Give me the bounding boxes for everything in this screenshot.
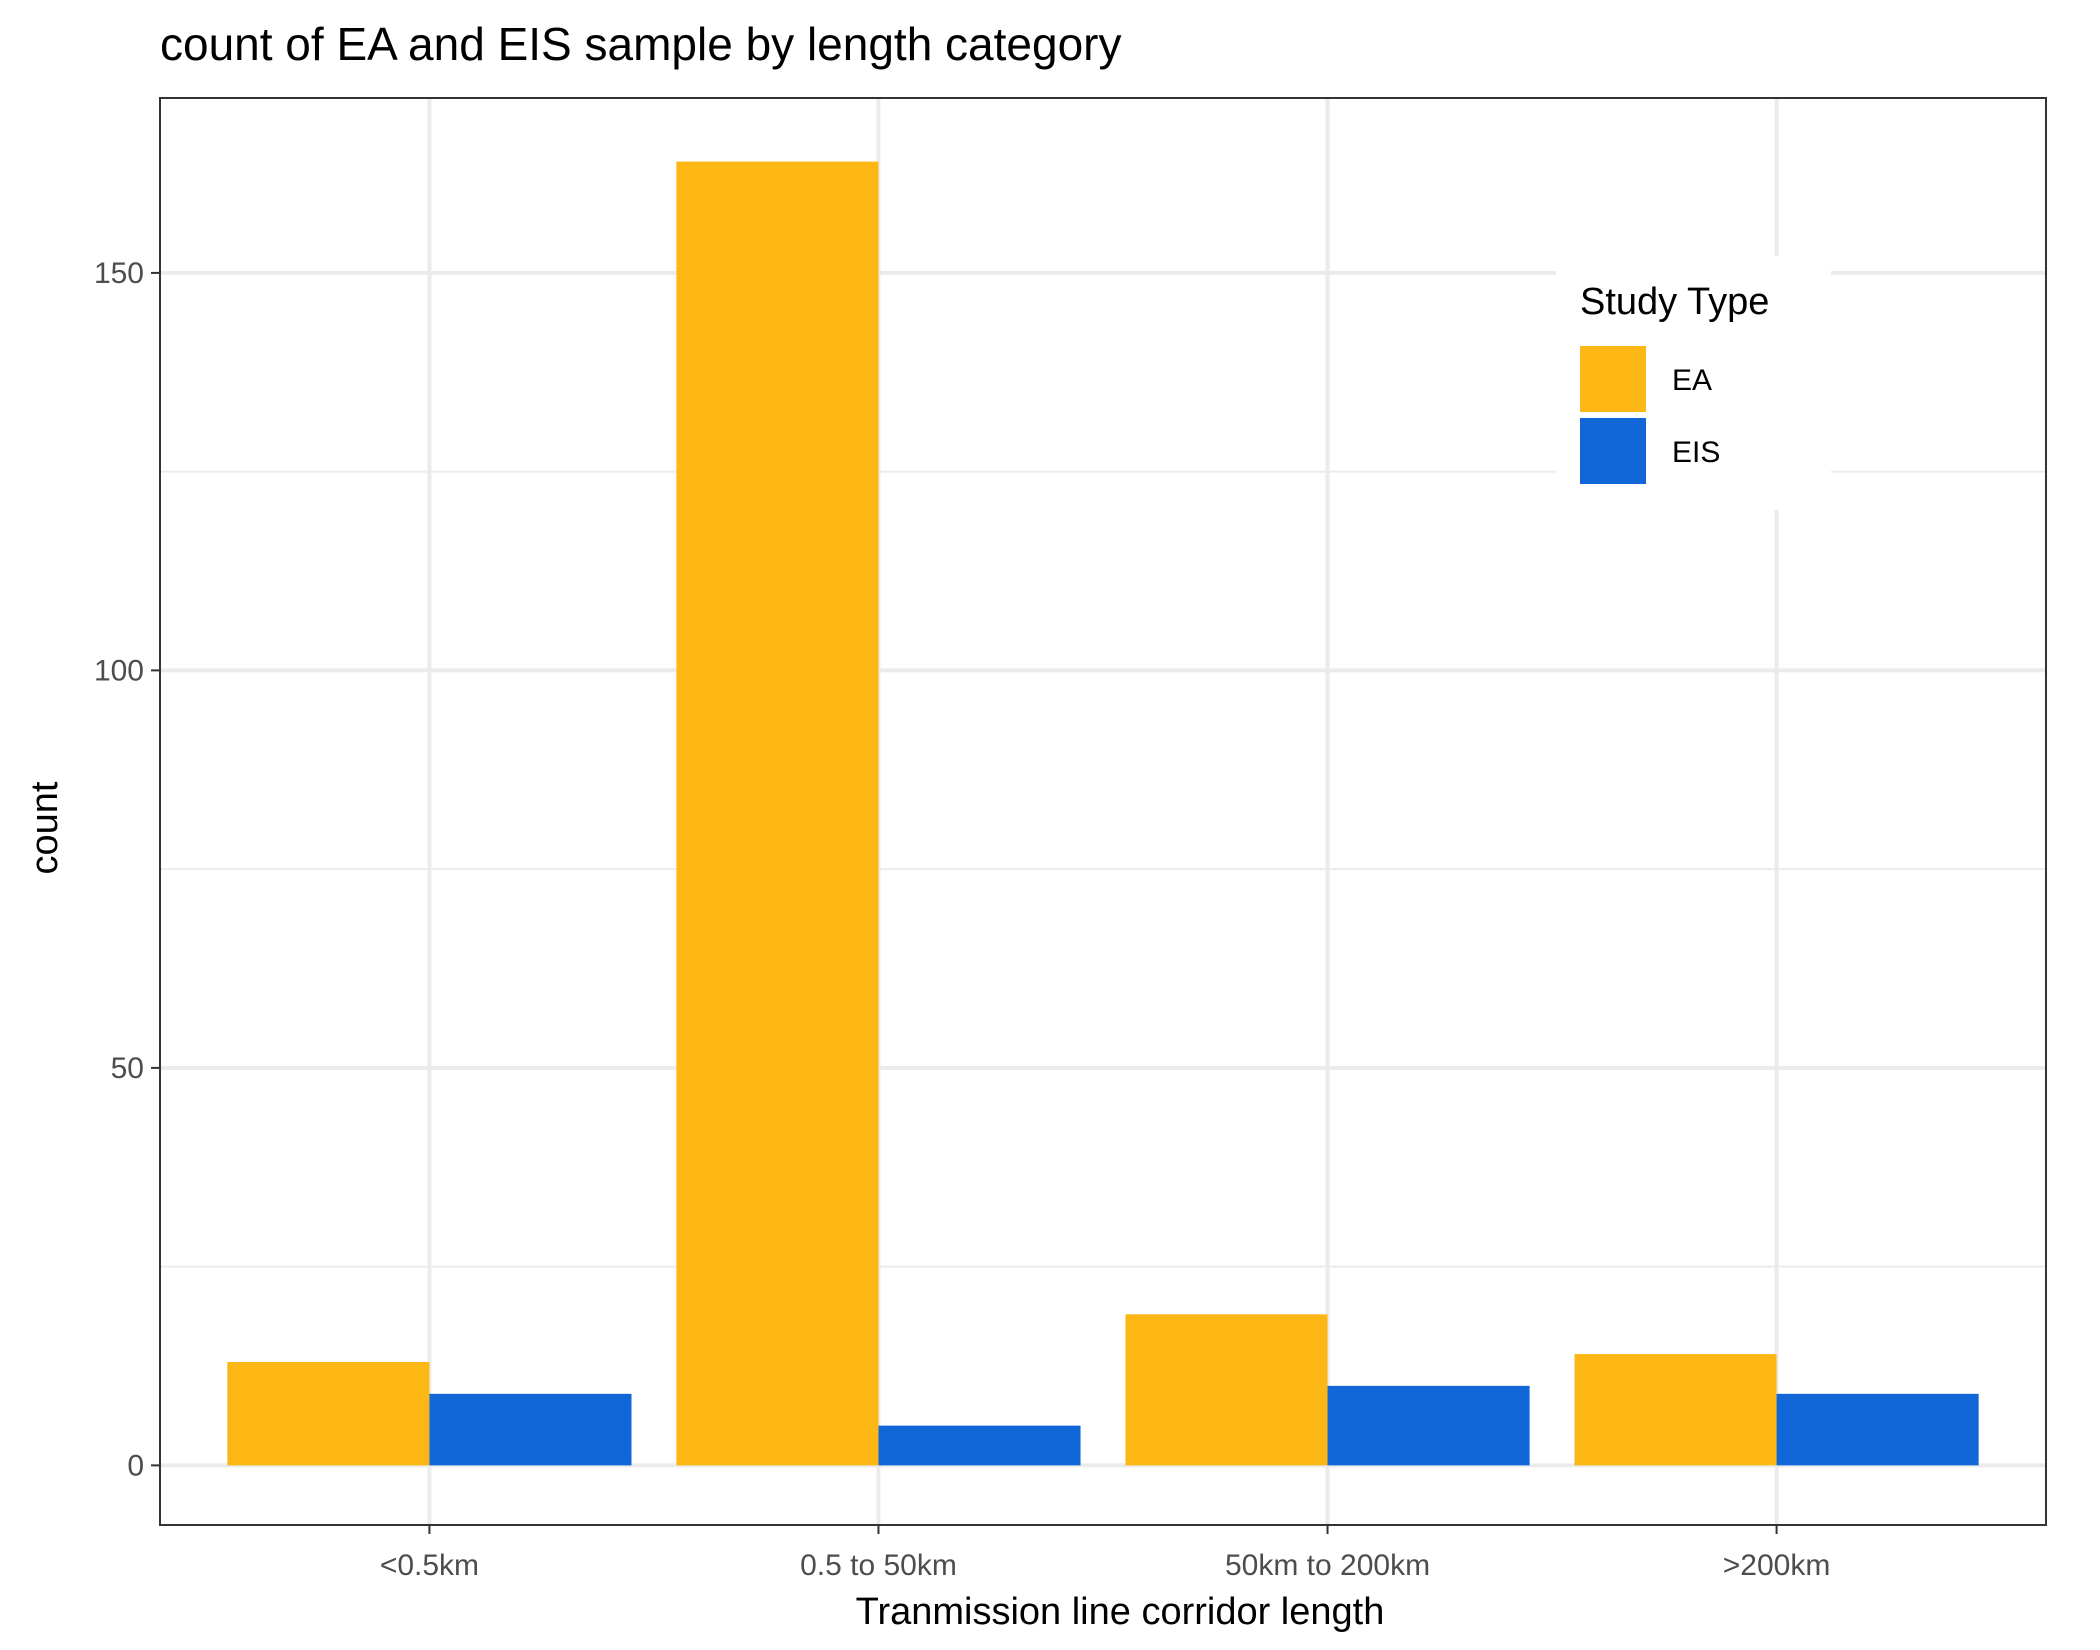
x-tick-label: 0.5 to 50km (800, 1549, 957, 1582)
y-tick-label: 100 (94, 654, 144, 687)
legend-items: EA EIS (1580, 346, 1720, 484)
y-tick-label: 50 (111, 1052, 144, 1085)
bar-eis-2 (878, 1425, 1081, 1466)
bar-ea-1 (227, 1362, 430, 1466)
chart-title: count of EA and EIS sample by length cat… (160, 18, 1122, 70)
bar-eis-4 (1776, 1393, 1979, 1466)
y-axis: 0 50 100 150 (94, 257, 160, 1482)
y-tick-label: 150 (94, 257, 144, 290)
bar-ea-3 (1125, 1314, 1328, 1466)
x-axis: <0.5km 0.5 to 50km 50km to 200km >200km (380, 1525, 1831, 1582)
bar-eis-1 (429, 1393, 632, 1466)
bar-ea-2 (676, 161, 879, 1466)
legend-label-ea: EA (1672, 364, 1712, 397)
legend-key-ea (1580, 346, 1646, 412)
x-tick-label: <0.5km (380, 1549, 479, 1582)
legend-title: Study Type (1580, 281, 1769, 323)
y-axis-label: count (24, 781, 66, 874)
bars (227, 161, 1979, 1466)
bar-eis-3 (1327, 1385, 1530, 1466)
x-tick-label: 50km to 200km (1225, 1549, 1430, 1582)
bar-ea-4 (1574, 1354, 1777, 1466)
legend-label-eis: EIS (1672, 436, 1720, 469)
legend: Study Type EA EIS (1556, 256, 1831, 510)
x-axis-label: Tranmission line corridor length (856, 1591, 1385, 1633)
x-tick-label: >200km (1723, 1549, 1831, 1582)
y-tick-label: 0 (127, 1449, 144, 1482)
plot-panel-border (159, 97, 2047, 1526)
legend-key-eis (1580, 418, 1646, 484)
